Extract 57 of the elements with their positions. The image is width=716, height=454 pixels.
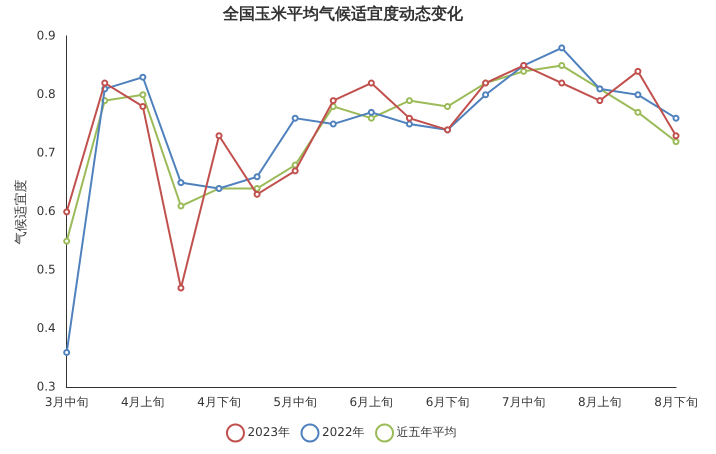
- point: [330, 120, 337, 128]
- point: [444, 102, 452, 110]
- point: [558, 80, 566, 87]
- legend-label: 近五年平均: [396, 425, 457, 440]
- y-tick-label: 0.8: [36, 86, 56, 101]
- point: [292, 167, 299, 174]
- point: [177, 179, 184, 186]
- chart-title: 全国玉米平均气候适宜度动态变化: [222, 4, 464, 23]
- point: [216, 132, 223, 140]
- x-tick-label: 6月下旬: [426, 394, 470, 409]
- point: [406, 120, 413, 128]
- y-tick-label: 0.9: [36, 28, 56, 42]
- x-tick-label: 4月下旬: [197, 394, 241, 409]
- point: [177, 284, 184, 292]
- point: [406, 97, 413, 104]
- y-tick-label: 0.7: [36, 145, 56, 160]
- point: [672, 138, 680, 146]
- y-tick-label: 0.5: [36, 262, 56, 277]
- point: [558, 44, 566, 52]
- point: [63, 238, 70, 245]
- point: [558, 62, 566, 69]
- y-axis-title: 气候适宜度: [13, 179, 30, 244]
- point: [368, 114, 375, 122]
- point: [634, 91, 642, 98]
- x-tick-label: 6月上旬: [350, 394, 394, 409]
- legend-label: 2022年: [322, 425, 365, 440]
- point: [101, 80, 108, 87]
- point: [520, 68, 528, 75]
- x-tick-label: 3月中旬: [44, 394, 89, 409]
- point: [139, 74, 146, 81]
- point: [596, 97, 604, 104]
- x-tick-label: 4月上旬: [121, 394, 165, 409]
- point: [177, 202, 184, 210]
- x-tick-label: 8月上旬: [578, 394, 622, 409]
- point: [139, 102, 146, 110]
- point: [63, 348, 70, 356]
- x-tick-label: 8月下旬: [654, 394, 698, 409]
- point: [634, 108, 642, 116]
- point: [254, 190, 261, 198]
- y-tick-label: 0.3: [36, 380, 56, 394]
- point: [634, 68, 642, 75]
- x-tick-label: 5月中旬: [273, 394, 317, 409]
- point: [330, 97, 337, 104]
- point: [368, 80, 375, 87]
- x-tick-label: 7月中旬: [502, 394, 546, 409]
- point: [672, 132, 680, 140]
- y-tick-label: 0.4: [36, 321, 56, 336]
- point: [254, 173, 261, 180]
- legend-label: 2023年: [247, 425, 290, 440]
- point: [63, 208, 70, 216]
- y-tick-label: 0.6: [36, 204, 56, 218]
- point: [139, 91, 146, 98]
- point: [368, 108, 375, 116]
- point: [406, 114, 413, 122]
- point: [292, 114, 299, 122]
- point: [672, 114, 680, 122]
- point: [482, 91, 490, 98]
